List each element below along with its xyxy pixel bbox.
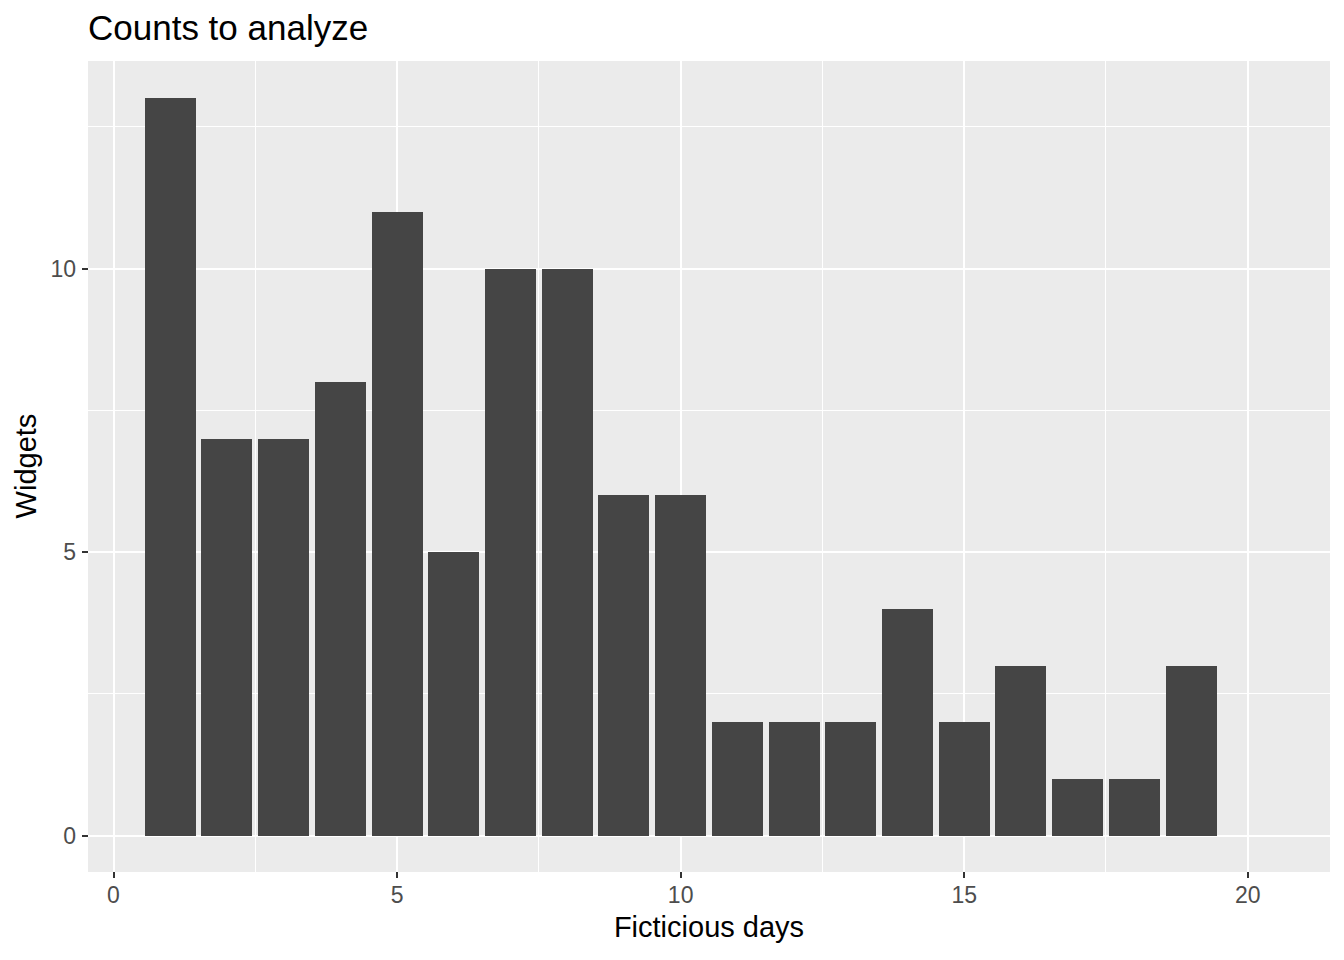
- x-tick-label: 15: [951, 884, 977, 907]
- bar-chart-figure: Counts to analyze Widgets 0 5 10 15 20 0 5 10 F…: [0, 0, 1344, 960]
- x-tick-mark: [113, 872, 115, 878]
- x-tick-mark: [1247, 872, 1249, 878]
- x-tick-mark: [963, 872, 965, 878]
- bar: [145, 98, 196, 835]
- x-gridline-minor: [822, 61, 823, 872]
- chart-title: Counts to analyze: [88, 10, 368, 45]
- bar: [882, 609, 933, 836]
- bar: [1052, 779, 1103, 836]
- x-gridline-major: [113, 61, 115, 872]
- x-tick-label: 20: [1235, 884, 1261, 907]
- y-gridline-minor: [88, 410, 1330, 411]
- x-gridline-minor: [255, 61, 256, 872]
- x-gridline-major: [1247, 61, 1249, 872]
- x-tick-label: 10: [668, 884, 694, 907]
- y-tick-label: 5: [22, 541, 76, 564]
- bar: [655, 495, 706, 835]
- x-tick-label: 0: [107, 884, 120, 907]
- bar: [1166, 666, 1217, 836]
- x-gridline-minor: [1105, 61, 1106, 872]
- y-gridline-major: [88, 268, 1330, 270]
- y-tick-mark: [82, 835, 88, 837]
- x-gridline-minor: [538, 61, 539, 872]
- bar: [372, 212, 423, 836]
- y-gridline-minor: [88, 126, 1330, 127]
- y-axis-title: Widgets: [12, 414, 41, 519]
- bar: [428, 552, 479, 836]
- x-tick-mark: [396, 872, 398, 878]
- y-tick-label: 10: [22, 258, 76, 281]
- x-axis-title: Ficticious days: [88, 913, 1330, 942]
- bar: [769, 722, 820, 835]
- bar: [485, 269, 536, 836]
- y-tick-label: 0: [22, 825, 76, 848]
- bar: [315, 382, 366, 836]
- bar: [825, 722, 876, 835]
- bar: [995, 666, 1046, 836]
- bar: [542, 269, 593, 836]
- y-tick-mark: [82, 551, 88, 553]
- bar: [712, 722, 763, 835]
- bar: [1109, 779, 1160, 836]
- x-tick-label: 5: [391, 884, 404, 907]
- bar: [598, 495, 649, 835]
- x-tick-mark: [680, 872, 682, 878]
- y-tick-mark: [82, 268, 88, 270]
- bar: [939, 722, 990, 835]
- plot-panel: [88, 61, 1330, 872]
- bar: [258, 439, 309, 836]
- bar: [201, 439, 252, 836]
